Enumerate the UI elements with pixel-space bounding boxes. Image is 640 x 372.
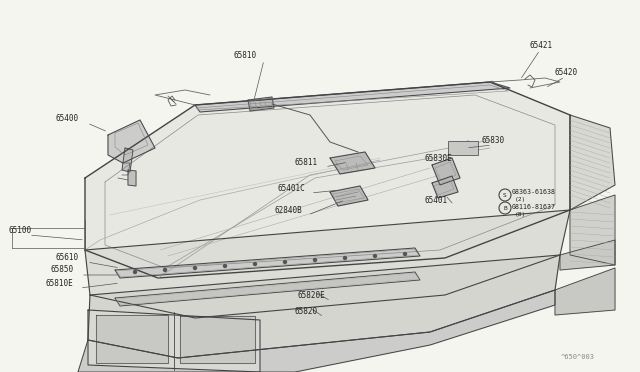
Circle shape <box>163 269 166 272</box>
Polygon shape <box>570 115 615 210</box>
Text: 65400: 65400 <box>55 113 78 122</box>
Polygon shape <box>248 97 274 111</box>
Text: 65820E: 65820E <box>298 292 326 301</box>
Text: 65100: 65100 <box>8 225 31 234</box>
Circle shape <box>193 266 196 269</box>
Text: 08363-61638: 08363-61638 <box>512 189 556 195</box>
Circle shape <box>134 270 136 273</box>
Text: 65401: 65401 <box>425 196 448 205</box>
Polygon shape <box>85 210 570 318</box>
Polygon shape <box>96 315 168 363</box>
Circle shape <box>374 254 376 257</box>
Polygon shape <box>88 255 560 358</box>
Polygon shape <box>108 120 155 163</box>
Text: 65830E: 65830E <box>425 154 452 163</box>
Polygon shape <box>570 195 615 265</box>
Text: (2): (2) <box>515 196 526 202</box>
Polygon shape <box>330 186 368 206</box>
Text: 65850: 65850 <box>50 266 73 275</box>
Text: 65401C: 65401C <box>278 183 306 192</box>
Polygon shape <box>555 268 615 315</box>
Text: 65830: 65830 <box>482 135 505 144</box>
Polygon shape <box>560 240 615 270</box>
Text: 65610: 65610 <box>55 253 78 262</box>
Text: 65421: 65421 <box>530 41 553 49</box>
Polygon shape <box>85 82 570 278</box>
Text: 65810: 65810 <box>233 51 256 60</box>
Text: 62840B: 62840B <box>275 205 303 215</box>
Bar <box>448 141 478 155</box>
Circle shape <box>344 257 346 260</box>
Polygon shape <box>330 152 375 174</box>
Circle shape <box>253 263 257 266</box>
Polygon shape <box>180 316 255 363</box>
Polygon shape <box>128 170 136 186</box>
Circle shape <box>284 260 287 263</box>
Circle shape <box>403 253 406 256</box>
Polygon shape <box>78 290 555 372</box>
Polygon shape <box>88 310 260 372</box>
Polygon shape <box>115 272 420 306</box>
Text: 65810E: 65810E <box>45 279 73 288</box>
Text: 65811: 65811 <box>295 157 318 167</box>
Circle shape <box>314 259 317 262</box>
Text: 65820: 65820 <box>295 308 318 317</box>
Polygon shape <box>195 82 510 112</box>
Text: B: B <box>503 205 507 211</box>
Text: ^650^003: ^650^003 <box>561 354 595 360</box>
Polygon shape <box>432 176 458 198</box>
Polygon shape <box>122 148 133 172</box>
Circle shape <box>223 264 227 267</box>
Text: S: S <box>503 192 507 198</box>
Polygon shape <box>115 248 420 278</box>
Text: 65420: 65420 <box>555 67 578 77</box>
Text: (8): (8) <box>515 212 526 217</box>
Polygon shape <box>432 158 460 185</box>
Text: 08116-81637: 08116-81637 <box>512 204 556 210</box>
